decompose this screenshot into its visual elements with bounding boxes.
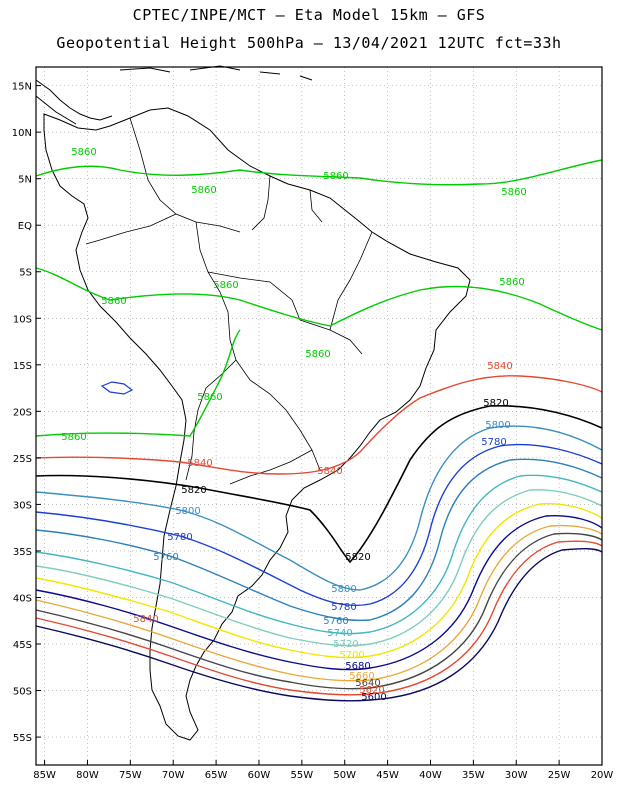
- contour-line-5640: [35, 532, 603, 690]
- contour-label-5780: 5780: [481, 437, 506, 448]
- contour-label-5860: 5860: [499, 277, 524, 288]
- contour-line-5860: [35, 159, 603, 186]
- contour-line-5860: [35, 267, 603, 331]
- contour-label-5760: 5760: [323, 616, 348, 627]
- lat-tick-label: 10S: [13, 314, 32, 325]
- contour-label-5840: 5840: [317, 466, 342, 477]
- contours: [35, 159, 603, 702]
- lat-tick-label: 35S: [13, 547, 32, 558]
- contour-label-5820: 5820: [181, 485, 206, 496]
- country-borders: [85, 117, 373, 485]
- south-america-coastline: [43, 107, 471, 741]
- caribbean-islands: [119, 65, 313, 81]
- contour-label-5860: 5860: [213, 280, 238, 291]
- contour-label-5640: 5640: [355, 678, 380, 689]
- contour-line-5620: [35, 540, 603, 696]
- contour-label-5840: 5840: [187, 458, 212, 469]
- contour-label-5860: 5860: [191, 185, 216, 196]
- contour-line-5680: [35, 514, 603, 671]
- contour-label-5780: 5780: [167, 532, 192, 543]
- map-frame: [35, 66, 603, 766]
- lat-tick-label: 5S: [19, 268, 32, 279]
- contour-line-5600: [35, 547, 603, 702]
- lat-tick-label: 5N: [18, 175, 32, 186]
- lon-tick-label: 80W: [76, 770, 99, 781]
- contour-label-5720: 5720: [333, 639, 358, 650]
- lat-tick-label: 30S: [13, 500, 32, 511]
- lake-titicaca: [100, 381, 134, 395]
- contour-line-5660: [35, 524, 603, 682]
- contour-label-5840: 5840: [133, 614, 158, 625]
- lon-tick-label: 85W: [33, 770, 56, 781]
- contour-label-5860: 5860: [197, 392, 222, 403]
- lon-tick-label: 45W: [376, 770, 399, 781]
- lon-tick-label: 35W: [462, 770, 485, 781]
- contour-line-5860: [35, 329, 241, 437]
- lon-tick-label: 50W: [333, 770, 356, 781]
- contour-label-5800: 5800: [175, 506, 200, 517]
- lon-tick-label: 40W: [419, 770, 442, 781]
- contour-line-5700: [35, 503, 603, 659]
- lon-tick-label: 75W: [119, 770, 142, 781]
- contour-label-5700: 5700: [339, 650, 364, 661]
- contour-label-5800: 5800: [485, 420, 510, 431]
- contour-label-5820: 5820: [345, 552, 370, 563]
- contour-line-5780: [35, 443, 603, 607]
- lon-tick-label: 30W: [505, 770, 528, 781]
- lat-tick-label: 50S: [13, 687, 32, 698]
- lon-tick-label: 20W: [591, 770, 614, 781]
- lon-tick-label: 70W: [162, 770, 185, 781]
- coastlines: [35, 65, 471, 741]
- contour-labels: 5860 5860 5860 5860 5860 5860 5860 5860 5860 5860…: [61, 147, 526, 703]
- lat-tick-label: 10N: [12, 128, 32, 139]
- contour-label-5680: 5680: [345, 661, 370, 672]
- central-america-coastline: [35, 79, 113, 121]
- contour-label-5860: 5860: [61, 432, 86, 443]
- lat-tick-label: 15N: [12, 82, 32, 93]
- contour-label-5780: 5780: [331, 602, 356, 613]
- contour-line-5760: [35, 458, 603, 622]
- map-grid: [36, 67, 603, 765]
- contour-line-5820: [35, 405, 603, 564]
- map-title-line1: CPTEC/INPE/MCT – Eta Model 15km – GFS: [132, 6, 486, 24]
- contour-label-5860: 5860: [305, 349, 330, 360]
- lat-tick-label: 25S: [13, 454, 32, 465]
- central-america-coastline-north: [35, 95, 77, 125]
- lat-tick-label: 20S: [13, 407, 32, 418]
- contour-label-5860: 5860: [323, 171, 348, 182]
- contour-label-5800: 5800: [331, 584, 356, 595]
- lon-tick-label: 25W: [548, 770, 571, 781]
- contour-label-5620: 5620: [359, 685, 384, 696]
- contour-label-5860: 5860: [101, 296, 126, 307]
- contour-line-5740: [35, 474, 603, 635]
- lon-tick-label: 55W: [291, 770, 314, 781]
- lat-tick-label: EQ: [18, 221, 32, 232]
- contour-line-5840: [35, 375, 603, 475]
- map-title-line2: Geopotential Height 500hPa – 13/04/2021 …: [56, 34, 562, 52]
- contour-label-5820: 5820: [483, 398, 508, 409]
- contour-label-5860: 5860: [501, 187, 526, 198]
- contour-label-5840: 5840: [487, 361, 512, 372]
- lon-tick-label: 65W: [205, 770, 228, 781]
- contour-label-5600: 5600: [361, 692, 386, 703]
- contour-label-5660: 5660: [349, 671, 374, 682]
- lat-tick-label: 15S: [13, 361, 32, 372]
- contour-label-5740: 5740: [327, 628, 352, 639]
- contour-line-5720: [35, 489, 603, 647]
- lat-tick-label: 55S: [13, 733, 32, 744]
- lat-tick-label: 45S: [13, 640, 32, 651]
- lon-tick-label: 60W: [248, 770, 271, 781]
- axis-ticks: 85W 80W 75W 70W 65W 60W 55W 50W 45W 40W 35W 30W 25W 2…: [12, 82, 614, 781]
- contour-line-5800: [35, 425, 603, 591]
- contour-label-5860: 5860: [71, 147, 96, 158]
- contour-label-5760: 5760: [153, 552, 178, 563]
- lat-tick-label: 40S: [13, 593, 32, 604]
